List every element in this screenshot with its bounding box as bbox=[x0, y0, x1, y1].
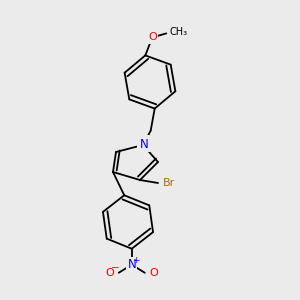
Text: O: O bbox=[105, 268, 114, 278]
Text: Br: Br bbox=[163, 178, 175, 188]
Text: O: O bbox=[150, 268, 158, 278]
Text: CH₃: CH₃ bbox=[169, 27, 188, 38]
Text: N: N bbox=[140, 137, 148, 151]
Text: N: N bbox=[139, 136, 147, 149]
Text: −: − bbox=[110, 263, 119, 273]
Text: +: + bbox=[132, 256, 140, 265]
Text: O: O bbox=[148, 32, 157, 42]
Text: N: N bbox=[128, 258, 136, 271]
